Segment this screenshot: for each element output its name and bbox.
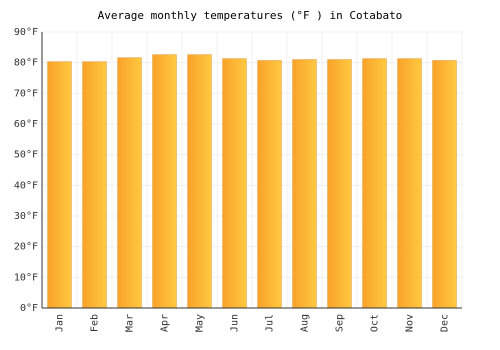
y-tick-label: 80°F	[14, 58, 38, 69]
bar	[257, 60, 282, 309]
x-tick-label: Mar	[125, 314, 136, 332]
y-tick-label: 20°F	[14, 242, 38, 253]
bar	[222, 58, 247, 309]
bar	[117, 57, 142, 309]
bar	[47, 61, 72, 309]
bar	[432, 60, 457, 309]
bar	[292, 59, 317, 309]
x-tick-label: Nov	[405, 314, 416, 332]
y-tick-label: 10°F	[14, 272, 38, 283]
y-tick-label: 50°F	[14, 150, 38, 161]
x-tick-label: Dec	[440, 314, 451, 332]
y-tick-label: 40°F	[14, 180, 38, 191]
x-tick-label: Jun	[230, 314, 241, 332]
y-tick-label: 90°F	[14, 27, 38, 38]
x-tick-label: Oct	[370, 314, 381, 332]
x-tick-label: Sep	[335, 314, 346, 332]
x-tick-label: Aug	[300, 314, 311, 332]
x-tick-label: Apr	[160, 314, 171, 332]
x-tick-label: Jul	[265, 314, 276, 332]
y-tick-label: 70°F	[14, 88, 38, 99]
y-tick-label: 30°F	[14, 211, 38, 222]
x-tick-label: Jan	[55, 314, 66, 332]
bar	[152, 54, 177, 309]
y-tick-label: 60°F	[14, 119, 38, 130]
chart-title: Average monthly temperatures (°F ) in Co…	[98, 9, 403, 22]
x-tick-label: Feb	[90, 314, 101, 332]
bar	[362, 58, 387, 309]
bar	[82, 61, 107, 309]
x-tick-label: May	[195, 314, 206, 332]
y-tick-label: 0°F	[20, 303, 38, 314]
bar	[187, 54, 212, 309]
bar	[327, 59, 352, 309]
bar	[397, 58, 422, 309]
